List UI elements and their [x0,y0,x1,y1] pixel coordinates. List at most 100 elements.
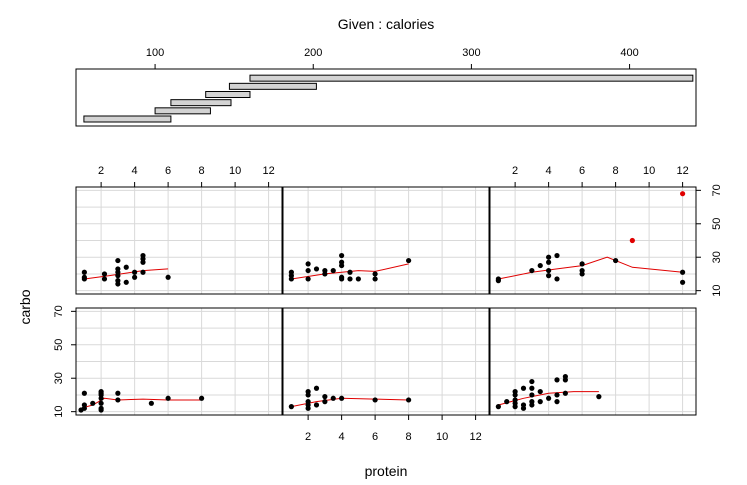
panel-bottom-2 [282,307,490,416]
data-point [165,274,171,280]
x-tick-label: 4 [339,431,345,443]
data-point [680,279,686,285]
data-point [529,267,535,274]
chart-title: Given : calories [338,16,434,32]
data-point [322,394,328,400]
data-point [330,267,336,274]
y-tick-label: 50 [53,339,65,351]
given-interval-bar [228,82,317,90]
data-point [554,252,560,259]
data-point [123,264,129,270]
x-tick-label: 2 [305,431,311,443]
highlighted-point [680,191,686,197]
x-tick-label: 6 [372,431,378,443]
y-tick-label: 30 [711,251,723,263]
data-point [101,276,108,282]
data-point [537,388,543,395]
data-point [546,273,552,279]
data-point [132,269,138,275]
x-tick-label: 10 [436,431,448,443]
given-panel: 100 200 300 400 [75,47,697,127]
data-point [288,404,294,410]
data-point [613,257,619,264]
data-point [115,273,121,279]
panel-bottom-3 [489,307,697,416]
data-point [537,262,543,269]
data-point [140,269,146,275]
data-point [330,395,336,401]
data-point [305,388,311,395]
panel-frame [489,307,697,416]
y-tick-label: 10 [711,285,723,297]
data-point [562,390,568,396]
data-point [537,399,543,405]
given-interval-bar [170,99,232,107]
data-point [372,397,378,403]
data-point [554,377,560,383]
data-point [90,400,96,406]
data-point [98,395,104,401]
y-tick-label: 10 [53,406,65,418]
data-point [305,399,311,405]
x-tick-label: 2 [98,165,104,177]
data-point [529,399,535,405]
data-point [406,257,412,264]
highlighted-point [629,237,635,244]
data-point [115,257,121,264]
data-point [546,267,552,274]
data-point [339,259,345,265]
data-point [495,404,501,410]
x-tick-label: 2 [512,165,518,177]
data-point [81,276,87,282]
data-point [495,278,501,284]
x-tick-label: 8 [613,165,619,177]
data-point [81,269,87,275]
data-point [512,388,518,395]
given-interval-bar [205,91,251,98]
smoother-line [291,263,409,280]
data-point [199,395,205,401]
y-axis-label: carbo [17,289,33,324]
panel-top-1 [75,186,283,295]
data-point [98,407,104,413]
data-point [305,261,311,267]
data-point [115,266,121,272]
data-point [140,256,146,262]
data-point [305,276,311,282]
data-point [313,266,320,272]
data-point [372,276,378,282]
data-point [123,279,129,285]
panel-frame [75,186,283,295]
data-point [313,402,320,408]
given-tick-label: 300 [462,47,480,59]
panel-frame [489,186,697,295]
data-point [680,269,686,275]
data-point [347,269,353,275]
data-point [98,400,104,406]
given-tick-label: 200 [304,47,322,59]
x-tick-label: 8 [199,165,205,177]
conditioning-panels: 2 4 6 8 10 12 2 4 6 8 10 12 2 4 6 8 10 12 10 30 50 70 10 30 50 70 [53,165,723,443]
data-point [132,274,138,280]
data-point [520,385,527,391]
data-point [347,276,353,282]
given-tick-label: 400 [620,47,638,59]
panel-frame [75,307,283,416]
y-tick-label: 70 [53,305,65,317]
data-point [101,271,108,277]
smoother-line [84,268,169,280]
x-tick-label: 12 [262,165,274,177]
data-point [98,388,104,395]
x-axis-label: protein [365,463,408,479]
data-point [288,276,294,282]
data-point [372,271,378,277]
data-point [554,392,560,398]
data-point [512,397,518,403]
given-panel-frame [75,68,697,127]
data-point [546,395,552,401]
x-tick-label: 4 [546,165,552,177]
data-point [339,395,345,401]
data-point [529,392,535,398]
data-point [115,281,121,287]
